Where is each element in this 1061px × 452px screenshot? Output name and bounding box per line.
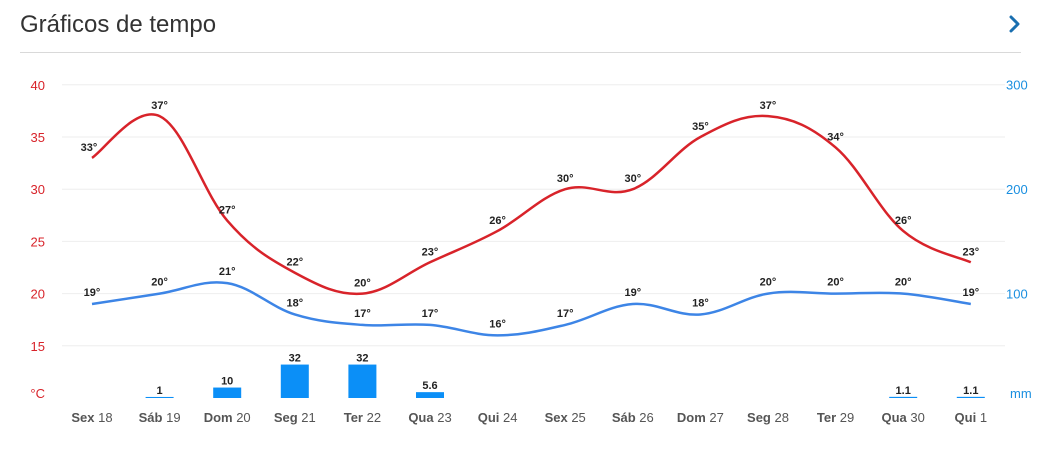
- max-temp-label: 20°: [354, 278, 371, 290]
- precip-label: 10: [221, 376, 233, 388]
- precip-label: 1: [157, 385, 163, 397]
- precip-bar: [956, 396, 985, 398]
- max-temp-label: 23°: [422, 246, 439, 258]
- min-temp-label: 17°: [354, 308, 371, 320]
- y-left-tick-label: 15: [31, 339, 45, 354]
- min-temp-line: [91, 281, 971, 337]
- x-tick-label: Sex 25: [545, 410, 586, 425]
- max-temp-label: 26°: [895, 215, 912, 227]
- x-tick-label: Dom 27: [677, 410, 724, 425]
- min-temp-label: 17°: [422, 308, 439, 320]
- min-temp-label: 18°: [286, 297, 303, 309]
- precip-label: 1.1: [963, 385, 978, 397]
- precip-label: 32: [289, 353, 301, 365]
- min-temp-label: 18°: [692, 297, 709, 309]
- data-labels: 1 10 32 32 5.6 1.1 1.1 33° 37° 27° 22° 20° 23° 26° 30°…: [81, 100, 979, 397]
- max-temp-label: 30°: [557, 173, 574, 185]
- x-tick-label: Dom 20: [204, 410, 251, 425]
- x-tick-label: Sáb 26: [612, 410, 654, 425]
- max-temp-label: 22°: [286, 257, 303, 269]
- min-temp-label: 19°: [962, 287, 979, 299]
- precip-label: 32: [356, 353, 368, 365]
- precip-bar: [416, 392, 444, 398]
- min-temp-label: 20°: [827, 277, 844, 289]
- precip-bar: [280, 364, 309, 398]
- x-tick-label: Qui 1: [955, 410, 988, 425]
- max-temp-label: 34°: [827, 131, 844, 143]
- min-temp-label: 19°: [624, 287, 641, 299]
- min-temp-label: 20°: [151, 277, 168, 289]
- axes: 40 35 30 25 20 15 °C 300 200 100 mm Sex 18 Sáb 19 Dom…: [30, 78, 1031, 426]
- grid-lines: [62, 84, 1005, 347]
- max-temp-label: 23°: [962, 246, 979, 258]
- chevron-right-icon[interactable]: [1003, 12, 1027, 36]
- min-temp-label: 20°: [895, 277, 912, 289]
- y-left-tick-label: 20: [31, 287, 45, 302]
- precip-bar: [889, 396, 918, 398]
- max-temp-line: [91, 113, 972, 296]
- x-tick-label: Seg 21: [274, 410, 316, 425]
- x-tick-label: Qua 23: [408, 410, 451, 425]
- y-left-tick-label: 25: [31, 234, 45, 249]
- precip-bar: [213, 387, 242, 398]
- precip-bars: [145, 364, 985, 398]
- x-tick-label: Ter 22: [344, 410, 381, 425]
- min-temp-label: 16°: [489, 318, 506, 330]
- y-right-unit: mm: [1010, 386, 1032, 401]
- max-temp-label: 26°: [489, 215, 506, 227]
- y-right-tick-label: 200: [1006, 182, 1028, 197]
- chart-header: Gráficos de tempo: [20, 0, 1021, 53]
- x-tick-label: Ter 29: [817, 410, 854, 425]
- max-temp-label: 33°: [81, 142, 98, 154]
- precip-bar: [348, 364, 377, 398]
- min-temp-label: 20°: [760, 277, 777, 289]
- x-tick-label: Qua 30: [882, 410, 925, 425]
- precip-label: 1.1: [896, 385, 911, 397]
- max-temp-label: 35°: [692, 121, 709, 133]
- min-temp-label: 19°: [84, 287, 101, 299]
- x-tick-label: Qui 24: [478, 410, 518, 425]
- x-tick-label: Seg 28: [747, 410, 789, 425]
- y-left-tick-label: 35: [31, 130, 45, 145]
- precip-bar: [145, 396, 174, 398]
- x-tick-label: Sex 18: [71, 410, 112, 425]
- max-temp-label: 30°: [624, 173, 641, 185]
- max-temp-label: 37°: [151, 100, 168, 112]
- min-temp-label: 21°: [219, 266, 236, 278]
- y-right-tick-label: 300: [1006, 78, 1028, 93]
- max-temp-label: 37°: [760, 100, 777, 112]
- x-tick-label: Sáb 19: [139, 410, 181, 425]
- y-left-unit: °C: [30, 386, 45, 401]
- min-temp-label: 17°: [557, 308, 574, 320]
- y-left-tick-label: 40: [31, 78, 45, 93]
- max-temp-label: 27°: [219, 205, 236, 217]
- precip-label: 5.6: [422, 380, 437, 392]
- page-title: Gráficos de tempo: [20, 11, 217, 38]
- y-left-tick-label: 30: [31, 182, 45, 197]
- y-right-tick-label: 100: [1006, 287, 1028, 302]
